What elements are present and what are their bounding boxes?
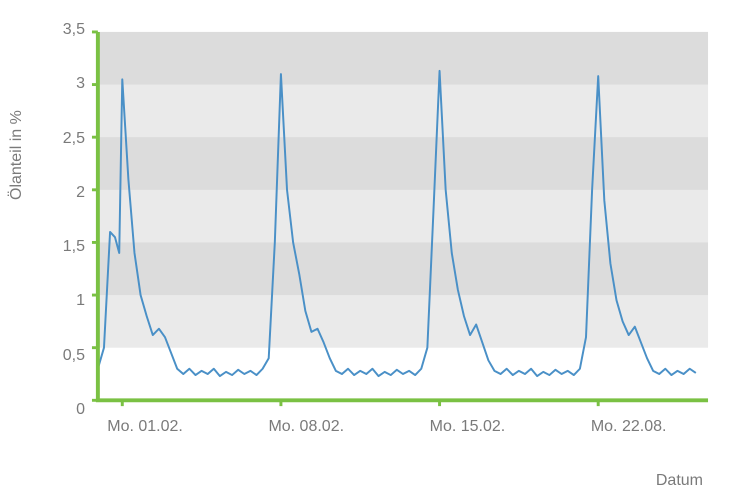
y-tick-label: 1 (76, 292, 85, 310)
y-tick-label: 3 (76, 75, 85, 93)
y-tick-label: 0,5 (63, 347, 85, 365)
y-tick-label: 3,5 (63, 21, 85, 39)
x-tick-label: Mo. 15.02. (430, 418, 506, 436)
x-axis-label: Datum (656, 472, 703, 490)
x-tick-label: Mo. 22.08. (591, 418, 667, 436)
y-tick-label: 2,5 (63, 130, 85, 148)
y-tick-label: 1,5 (63, 238, 85, 256)
y-tick-label: 0 (76, 401, 85, 419)
y-axis-label: Ölanteil in % (8, 110, 26, 200)
plot-area (90, 30, 710, 410)
oil-chart: Ölanteil in % Datum 0 0,5 1 1,5 2 2,5 3 3,5 Mo.… (0, 0, 733, 500)
x-tick-label: Mo. 01.02. (107, 418, 183, 436)
y-tick-label: 2 (76, 184, 85, 202)
x-tick-label: Mo. 08.02. (268, 418, 344, 436)
